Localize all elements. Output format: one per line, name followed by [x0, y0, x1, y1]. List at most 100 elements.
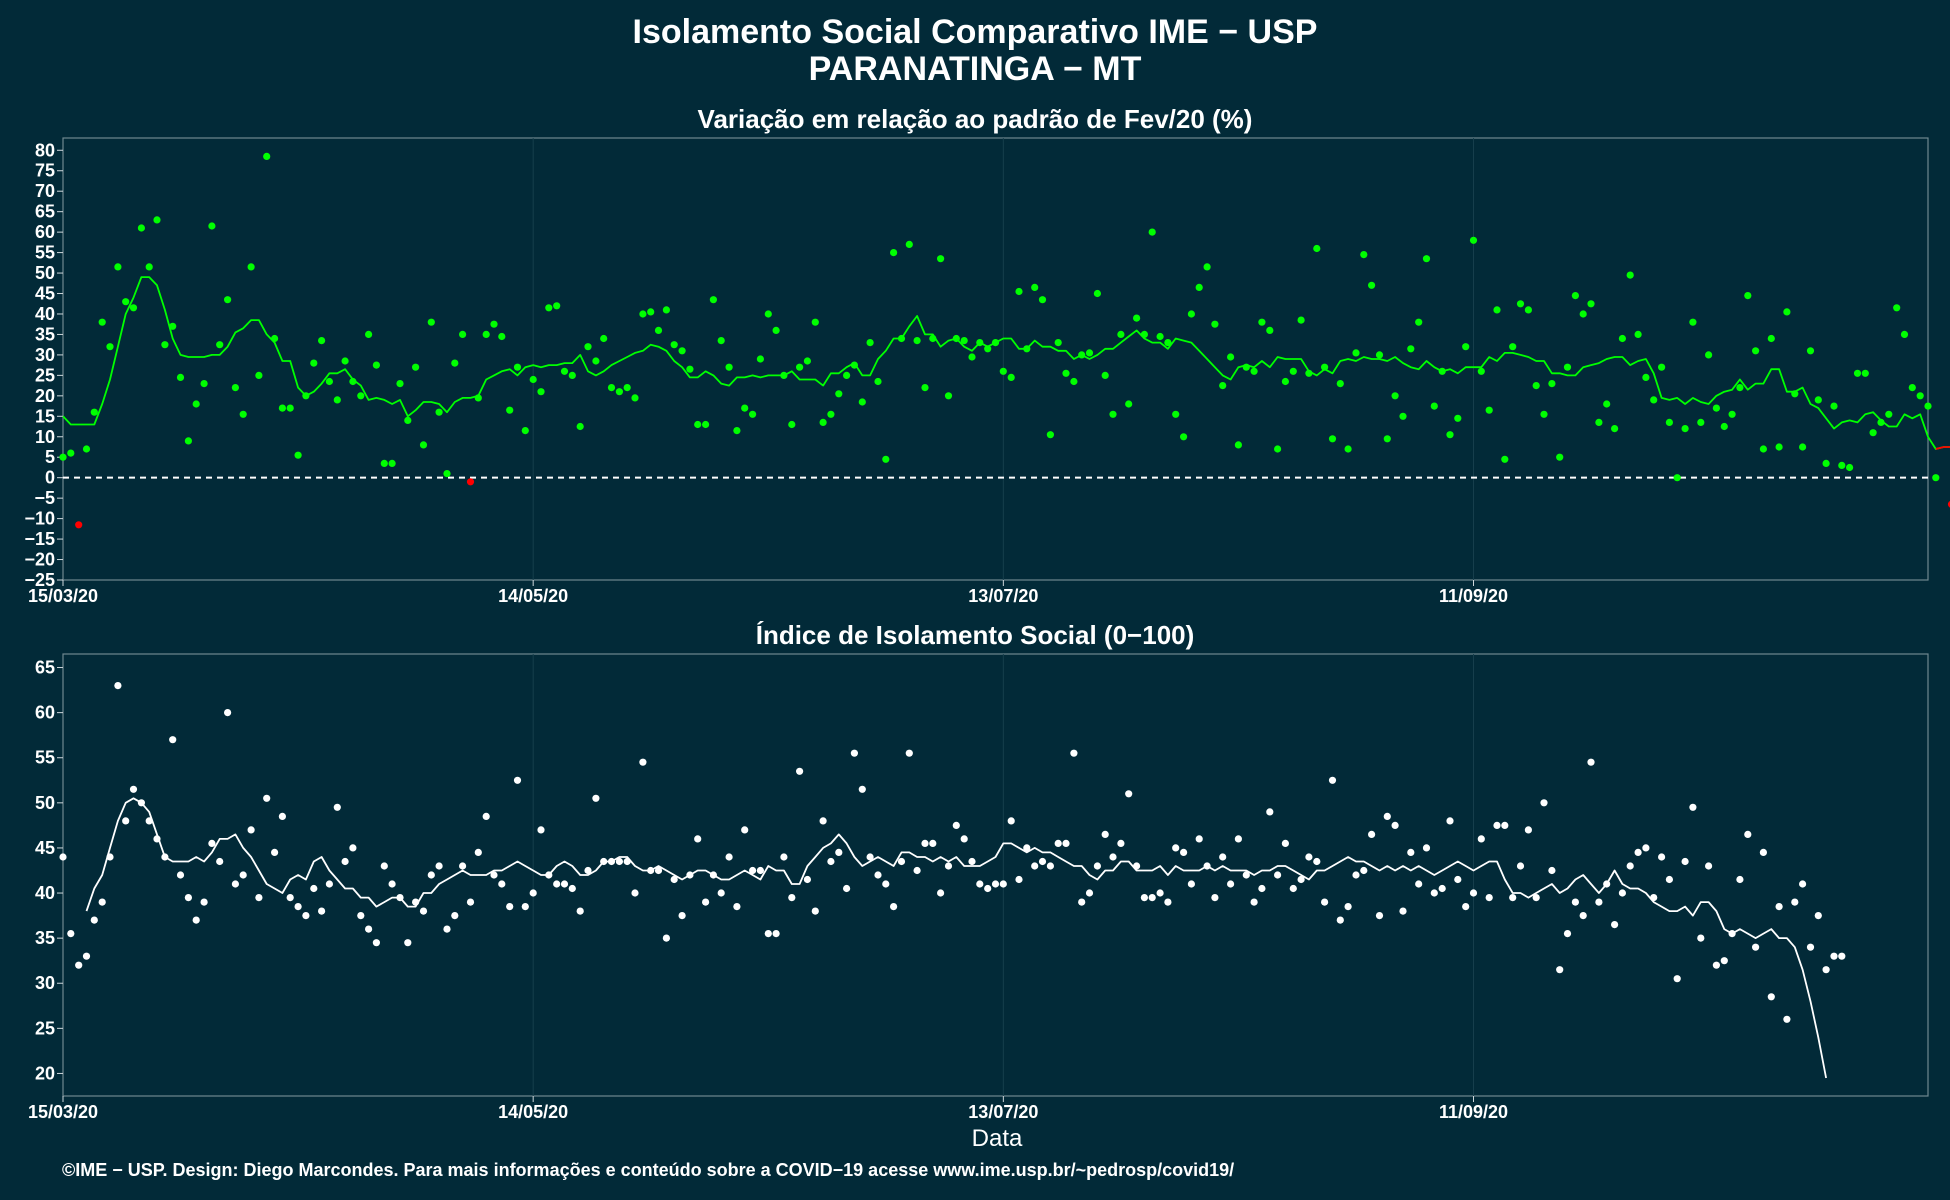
variation-point: [1109, 410, 1117, 418]
variation-point: [545, 304, 553, 312]
variation-point: [1234, 441, 1242, 449]
index-point: [1822, 966, 1830, 974]
variation-point: [1579, 310, 1587, 318]
variation-point: [819, 418, 827, 426]
variation-point: [1477, 367, 1485, 375]
variation-point: [662, 306, 671, 314]
index-point: [153, 835, 161, 843]
index-point: [1023, 844, 1031, 852]
variation-point: [1524, 306, 1532, 314]
index-point: [1101, 830, 1109, 839]
variation-point: [1054, 339, 1062, 347]
index-xtick-label: 14/05/20: [498, 1102, 568, 1122]
variation-point: [208, 222, 216, 230]
variation-point: [1752, 347, 1760, 355]
index-point: [1281, 839, 1289, 848]
variation-xtick-label: 14/05/20: [498, 586, 568, 606]
index-point: [404, 939, 412, 947]
index-point: [1203, 862, 1211, 870]
variation-point: [976, 339, 984, 347]
index-point: [161, 853, 169, 861]
variation-point: [678, 347, 686, 355]
index-point: [459, 862, 467, 870]
index-point: [537, 826, 545, 834]
variation-point: [90, 408, 98, 416]
variation-point: [1117, 330, 1125, 338]
variation-point: [372, 361, 380, 369]
variation-point: [764, 310, 772, 318]
variation-point: [835, 390, 843, 398]
variation-point: [1297, 316, 1305, 324]
variation-point: [341, 357, 349, 365]
variation-point: [607, 384, 616, 392]
variation-point: [443, 470, 451, 478]
variation-point: [161, 341, 169, 349]
variation-point: [1720, 422, 1728, 431]
variation-point: [75, 521, 83, 529]
index-point: [1814, 912, 1822, 920]
index-point: [1493, 821, 1501, 830]
variation-point: [1916, 392, 1924, 400]
index-point: [686, 871, 694, 879]
variation-point: [247, 263, 255, 271]
index-point: [897, 857, 906, 866]
index-point: [1336, 916, 1344, 924]
index-point: [106, 853, 114, 861]
index-point: [866, 853, 874, 861]
index-point: [1399, 907, 1407, 915]
index-point: [67, 930, 75, 938]
index-point: [349, 844, 357, 852]
variation-point: [1289, 367, 1297, 375]
variation-point: [890, 249, 898, 257]
index-point: [372, 939, 380, 947]
variation-ytick-label: 55: [35, 243, 55, 263]
index-point: [1736, 875, 1744, 884]
variation-point: [98, 318, 106, 326]
index-point: [929, 839, 937, 848]
index-point: [498, 880, 506, 888]
variation-point: [991, 339, 1000, 347]
index-point: [694, 835, 702, 843]
variation-point: [733, 427, 741, 435]
index-ytick-label: 65: [35, 658, 55, 678]
variation-xtick-label: 11/09/20: [1439, 586, 1508, 606]
index-point: [1062, 839, 1070, 848]
variation-point: [702, 420, 710, 429]
variation-point: [576, 422, 584, 431]
variation-ytick-label: 40: [35, 304, 55, 324]
variation-point: [482, 330, 490, 338]
index-point: [302, 912, 310, 920]
variation-point: [1078, 351, 1086, 359]
variation-point: [294, 451, 302, 459]
index-point: [75, 961, 83, 969]
variation-point: [709, 296, 718, 304]
index-point: [192, 916, 200, 924]
index-point: [717, 889, 725, 897]
variation-point: [1673, 474, 1681, 482]
variation-point: [811, 318, 819, 326]
variation-ytick-label: 70: [35, 181, 55, 201]
index-point: [631, 889, 639, 897]
index-ytick-label: 25: [35, 1018, 55, 1038]
index-ytick-label: 45: [35, 838, 55, 858]
index-point: [1133, 862, 1141, 870]
index-point: [1234, 835, 1242, 843]
index-point: [1085, 889, 1094, 897]
variation-point: [788, 420, 796, 429]
variation-point: [897, 334, 906, 343]
variation-point: [1383, 435, 1391, 443]
index-point: [1838, 952, 1846, 960]
index-point: [1274, 871, 1282, 879]
index-point: [796, 767, 804, 775]
variation-point: [772, 326, 780, 334]
variation-point: [1195, 283, 1203, 291]
variation-point: [521, 427, 529, 435]
variation-point: [200, 380, 208, 388]
variation-point: [1814, 396, 1822, 404]
index-point: [1344, 903, 1352, 911]
variation-point: [1689, 318, 1697, 326]
index-point: [780, 853, 788, 861]
index-point: [521, 903, 529, 911]
index-point: [1830, 952, 1838, 960]
variation-point: [137, 224, 145, 232]
